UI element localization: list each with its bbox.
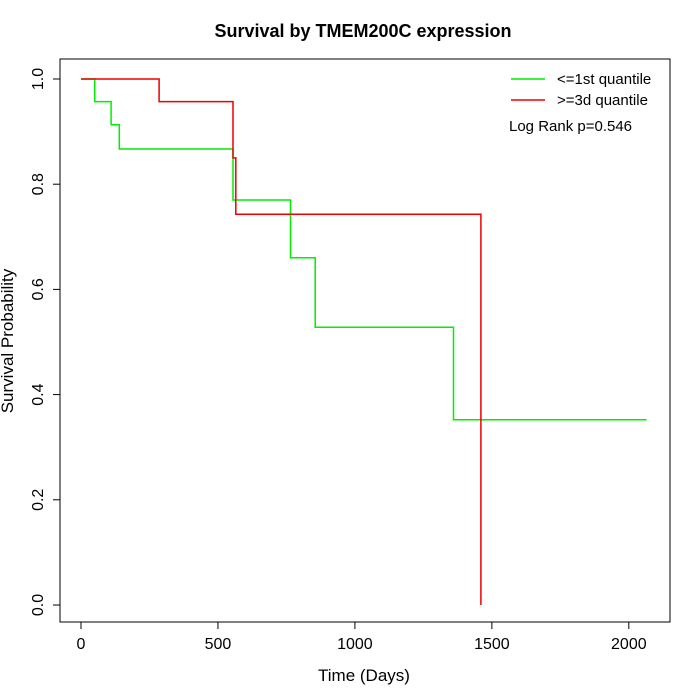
x-axis: 0 500 1000 1500 2000	[77, 621, 647, 653]
x-axis-label: Time (Days)	[318, 666, 410, 685]
x-tick-label: 1500	[474, 636, 510, 653]
series-layer	[81, 78, 647, 605]
y-tick-label: 0.6	[30, 278, 47, 300]
y-tick-label: 0.4	[30, 383, 47, 405]
y-tick-label: 0.0	[30, 594, 47, 616]
y-axis-label: Survival Probability	[0, 268, 17, 413]
series-line-2	[81, 78, 482, 605]
x-tick-label: 500	[205, 636, 232, 653]
legend-label-2: >=3d quantile	[557, 92, 648, 109]
legend-label-1: <=1st quantile	[557, 71, 651, 88]
log-rank-annotation: Log Rank p=0.546	[509, 118, 632, 135]
legend: <=1st quantile >=3d quantile	[511, 71, 651, 109]
y-axis: 0.0 0.2 0.4 0.6 0.8 1.0	[30, 68, 61, 616]
x-tick-label: 0	[77, 636, 86, 653]
y-tick-label: 0.8	[30, 173, 47, 195]
chart-title: Survival by TMEM200C expression	[214, 21, 511, 41]
x-tick-label: 1000	[337, 636, 373, 653]
y-tick-label: 0.2	[30, 489, 47, 511]
y-tick-label: 1.0	[30, 68, 47, 90]
series-line-1	[81, 78, 647, 421]
x-tick-label: 2000	[611, 636, 647, 653]
